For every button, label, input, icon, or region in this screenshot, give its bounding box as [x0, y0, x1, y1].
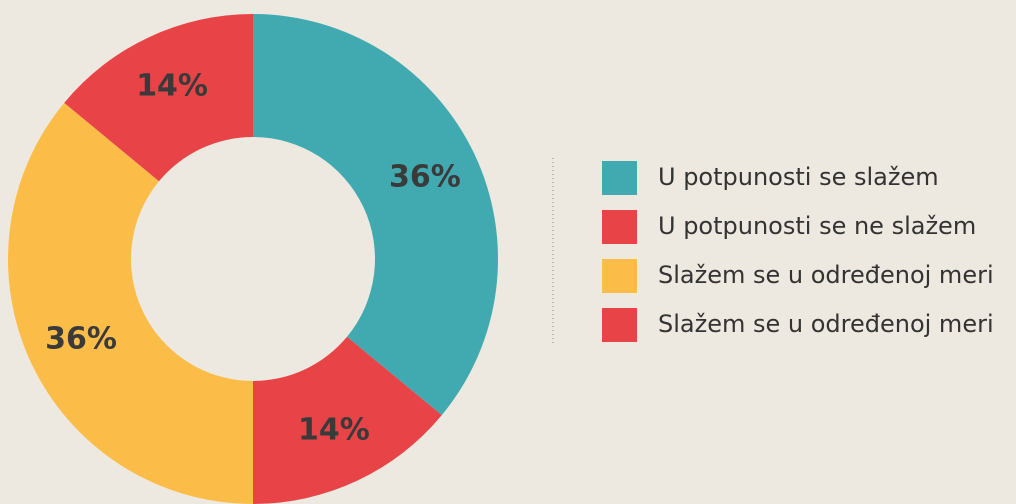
donut-slice	[8, 102, 253, 504]
value-label: 36%	[389, 160, 461, 195]
legend-label: U potpunosti se ne slažem	[658, 212, 976, 240]
legend-label: Slažem se u određenoj meri	[658, 261, 994, 289]
legend-swatch	[602, 259, 637, 293]
legend-swatch	[602, 161, 637, 195]
legend-swatch	[602, 308, 637, 342]
value-label: 14%	[298, 412, 370, 447]
donut-slice	[253, 336, 442, 504]
donut-slice	[253, 14, 498, 416]
value-label: 36%	[45, 321, 117, 356]
value-label: 14%	[136, 69, 208, 104]
legend-label: U potpunosti se slažem	[658, 163, 939, 191]
donut-slice	[64, 13, 253, 182]
legend-label: Slažem se u određenoj meri	[658, 310, 994, 338]
legend-swatch	[602, 210, 637, 244]
